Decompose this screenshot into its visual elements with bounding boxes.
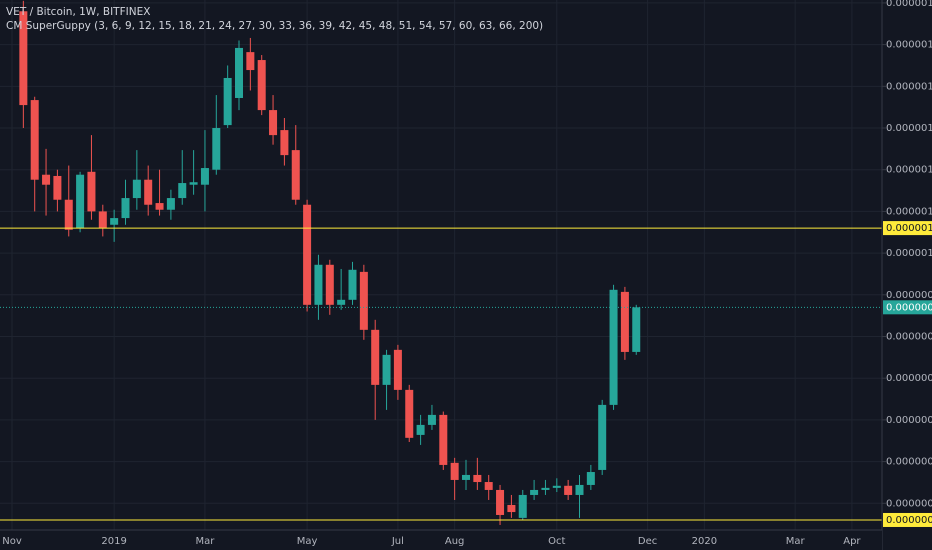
candle-body — [359, 271, 368, 330]
grid — [0, 0, 882, 530]
x-tick-label: Mar — [196, 536, 216, 547]
plot — [0, 0, 882, 525]
x-tick-label: Jul — [391, 536, 404, 547]
y-tick-label: 0.00000090 — [886, 290, 932, 301]
y-tick-label: 0.00000160 — [886, 0, 932, 9]
candle-body — [586, 472, 595, 485]
candle-body — [200, 168, 209, 185]
candle-body — [575, 484, 584, 495]
candle-body — [325, 264, 334, 305]
x-tick-label: Apr — [843, 536, 861, 547]
price-label-box — [883, 512, 932, 527]
candle-body — [30, 100, 39, 180]
candle-body — [53, 175, 62, 200]
candle-body — [507, 504, 516, 513]
candle-body — [348, 269, 357, 300]
price-axis — [882, 0, 932, 550]
y-tick-label: 0.00000120 — [886, 165, 932, 176]
candle-body — [19, 11, 28, 106]
candle-body — [280, 130, 289, 156]
candle-body — [269, 110, 278, 136]
candle-body — [235, 47, 243, 98]
y-tick-label: 0.00000100 — [886, 248, 932, 259]
y-tick-label: 0.00000080 — [886, 332, 932, 343]
candle-body — [484, 482, 493, 490]
x-tick-label: Mar — [786, 536, 806, 547]
candle-body — [337, 299, 346, 305]
candle-body — [598, 404, 607, 470]
candle-body — [564, 485, 573, 495]
candle-body — [620, 291, 629, 352]
candle-body — [393, 349, 402, 390]
x-tick-label: Oct — [548, 536, 565, 547]
candle-body — [223, 77, 232, 126]
y-tick-label: 0.00000130 — [886, 123, 932, 134]
price-label: 0.00000087 — [886, 302, 932, 313]
candle-body — [427, 414, 436, 425]
candle-body — [212, 128, 221, 170]
candle-body — [257, 60, 266, 111]
candle-body — [314, 264, 323, 305]
candle-body — [132, 179, 141, 199]
candle-body — [632, 307, 641, 352]
price-label-box — [883, 221, 932, 236]
y-tick-label: 0.00000050 — [886, 457, 932, 468]
candle-body — [189, 182, 198, 185]
chart-title: VET / Bitcoin, 1W, BITFINEX — [6, 6, 150, 18]
x-tick-label: May — [297, 536, 318, 547]
time-axis — [0, 530, 882, 550]
candle-body — [439, 414, 448, 465]
candle-body — [42, 174, 51, 185]
y-tick-label: 0.00000150 — [886, 40, 932, 51]
candle-body — [371, 329, 380, 385]
x-tick-label: Nov — [2, 536, 22, 547]
price-label: 0.00000106 — [886, 223, 932, 234]
y-tick-label: 0.00000140 — [886, 81, 932, 92]
candle-body — [473, 474, 482, 483]
candle-body — [462, 474, 470, 480]
x-tick-label: 2020 — [692, 536, 717, 547]
candle-body — [121, 198, 130, 219]
candle-body — [518, 494, 527, 518]
price-label-box — [883, 300, 932, 315]
candle-body — [382, 354, 391, 385]
candle-body — [450, 462, 459, 480]
candle-body — [76, 174, 85, 229]
candle-body — [110, 218, 119, 225]
price-label: 0.00000036 — [886, 515, 932, 526]
candle-body — [155, 203, 164, 210]
y-tick-label: 0.00000060 — [886, 415, 932, 426]
candle-body — [496, 489, 505, 515]
candle-body — [144, 179, 153, 205]
candle-body — [541, 487, 550, 490]
candle-body — [178, 183, 187, 199]
indicator-label: CM SuperGuppy (3, 6, 9, 12, 15, 18, 21, … — [6, 20, 543, 32]
candle-body — [609, 289, 618, 405]
x-tick-label: 2019 — [101, 536, 126, 547]
candle-body — [530, 489, 539, 495]
y-tick-label: 0.00000070 — [886, 373, 932, 384]
candle-body — [246, 52, 255, 71]
candle-body — [64, 199, 73, 230]
candle-body — [98, 211, 107, 229]
x-tick-label: Dec — [638, 536, 657, 547]
y-tick-label: 0.00000040 — [886, 498, 932, 509]
candle-body — [87, 171, 96, 212]
candle-body — [303, 204, 312, 305]
x-tick-label: Aug — [445, 536, 465, 547]
y-tick-label: 0.00000110 — [886, 206, 932, 217]
candle-body — [405, 389, 414, 438]
candle-body — [291, 150, 300, 200]
candle-body — [552, 485, 561, 488]
candle-body — [416, 424, 425, 435]
candle-body — [166, 198, 175, 210]
